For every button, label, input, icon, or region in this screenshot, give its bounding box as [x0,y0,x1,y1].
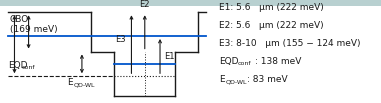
Text: CBO: CBO [10,15,29,24]
Text: conf: conf [238,61,251,66]
Text: (169 meV): (169 meV) [10,25,57,34]
Text: E1: 5.6   μm (222 meV): E1: 5.6 μm (222 meV) [219,3,324,12]
Text: : 83 meV: : 83 meV [247,75,287,84]
Text: QD-WL: QD-WL [74,83,95,87]
Text: E3: 8-10   μm (155 − 124 meV): E3: 8-10 μm (155 − 124 meV) [219,39,360,48]
Text: E1: E1 [164,52,174,61]
Text: E: E [67,78,72,87]
Text: : 138 meV: : 138 meV [255,57,301,66]
Bar [0,0,381,6]
Text: E3: E3 [115,35,126,44]
Text: EQD: EQD [219,57,239,66]
Text: E2: E2 [139,0,149,9]
Text: QD-WL: QD-WL [226,79,247,84]
Text: E: E [219,75,225,84]
Text: conf: conf [22,65,35,70]
Text: EQD: EQD [8,61,28,70]
Text: E2: 5.6   μm (222 meV): E2: 5.6 μm (222 meV) [219,21,324,30]
